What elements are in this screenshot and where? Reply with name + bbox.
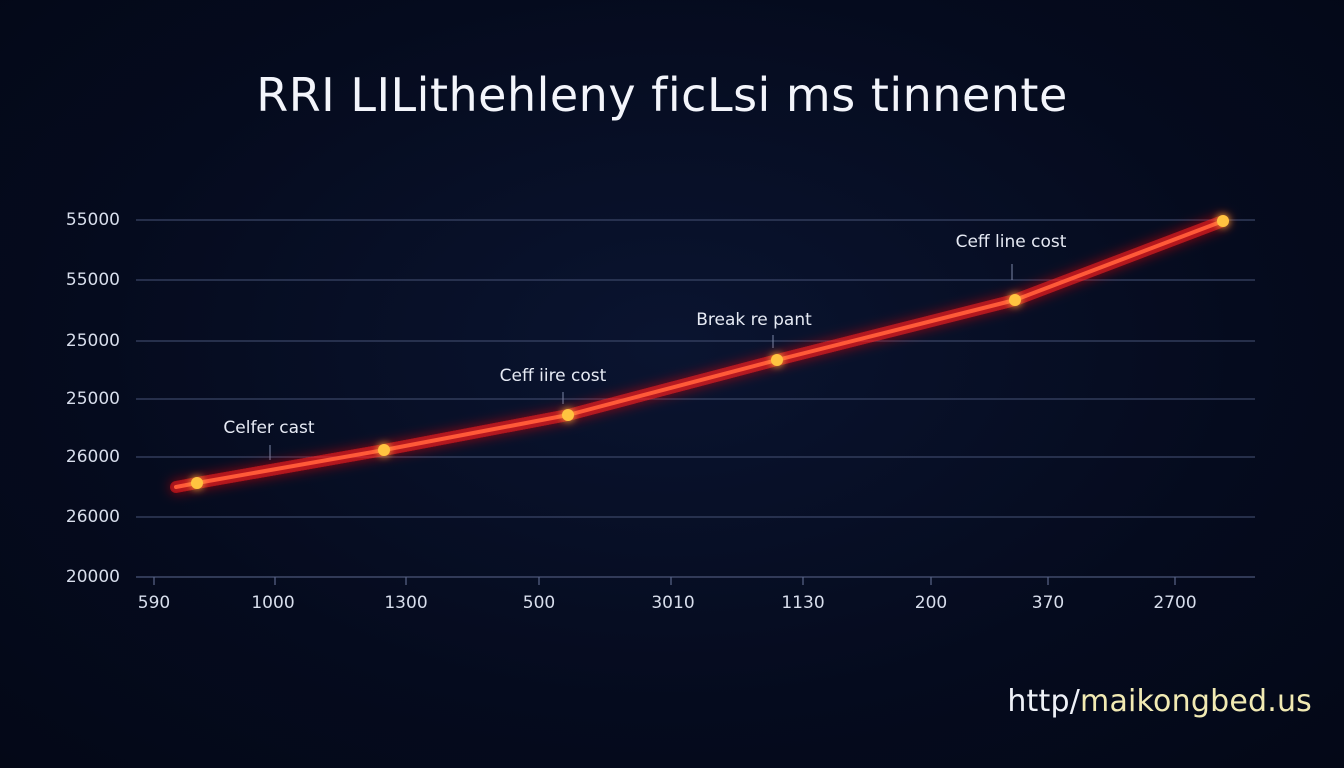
- data-line-glow: [170, 215, 1229, 493]
- data-point: [562, 409, 574, 421]
- data-point: [1009, 294, 1021, 306]
- annotation-label: Ceff line cost: [955, 232, 1067, 252]
- annotation-label: Celfer cast: [223, 418, 315, 438]
- annotation-label: Break re pant: [696, 310, 812, 330]
- watermark-protocol: http/: [1007, 684, 1081, 719]
- data-point: [378, 444, 390, 456]
- y-tick-label: 25000: [65, 389, 120, 409]
- annotation-leaders: [269, 264, 1013, 460]
- x-tick-label: 3010: [651, 593, 695, 613]
- annotation-label: Ceff iire cost: [499, 366, 607, 386]
- x-tick-label: 1130: [781, 593, 825, 613]
- chart-title: RRI LILithehleny ficLsi ms tinnente: [256, 68, 1068, 122]
- y-tick-label: 55000: [65, 210, 120, 230]
- y-tick-label: 20000: [65, 567, 120, 587]
- data-point: [771, 354, 783, 366]
- data-point: [1217, 215, 1229, 227]
- data-markers: [191, 215, 1229, 489]
- x-tick-label: 1000: [251, 593, 295, 613]
- y-tick-label: 55000: [65, 270, 120, 290]
- gridlines: [136, 219, 1255, 578]
- x-tick-label: 590: [137, 593, 171, 613]
- x-tick-label: 370: [1031, 593, 1065, 613]
- y-tick-label: 26000: [65, 507, 120, 527]
- x-tick-label: 500: [522, 593, 556, 613]
- data-line: [174, 219, 1225, 489]
- data-point: [191, 477, 203, 489]
- y-tick-label: 25000: [65, 331, 120, 351]
- x-tick-label: 2700: [1153, 593, 1197, 613]
- x-ticks: [153, 577, 1176, 585]
- watermark-url: http/maikongbed.us: [1007, 684, 1312, 719]
- x-tick-label: 1300: [384, 593, 428, 613]
- x-tick-label: 200: [914, 593, 948, 613]
- watermark-host: maikongbed.us: [1080, 684, 1312, 719]
- y-tick-label: 26000: [65, 447, 120, 467]
